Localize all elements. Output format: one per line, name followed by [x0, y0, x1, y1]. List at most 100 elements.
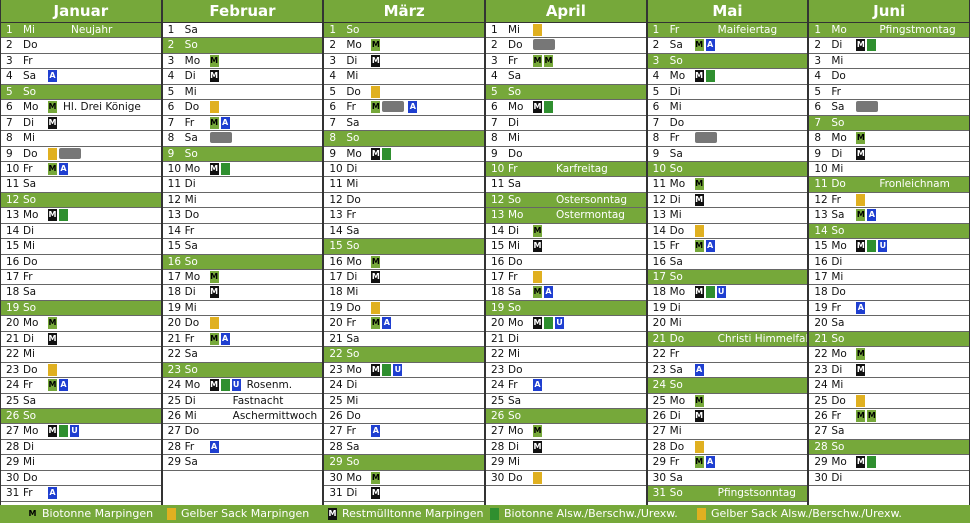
day-row[interactable]: 17 Fr — [486, 270, 646, 286]
day-row[interactable]: 6 Mi — [647, 100, 808, 116]
day-row[interactable]: 14 So — [809, 223, 969, 240]
day-row[interactable]: 2 Sa M A — [647, 38, 808, 54]
day-row[interactable]: 10 Fr M A — [1, 162, 161, 178]
day-row[interactable]: 17 So — [647, 270, 808, 286]
day-row[interactable]: 27 Mo M — [486, 424, 646, 440]
day-row[interactable]: 15 Fr M A — [647, 239, 808, 255]
day-row[interactable]: 12 Mi — [162, 193, 323, 209]
day-row[interactable]: 13 Mi — [647, 208, 808, 224]
day-row[interactable]: 16 Do — [1, 255, 161, 270]
day-row[interactable]: 24 Fr A — [486, 378, 646, 394]
day-row[interactable]: 2 Do — [1, 38, 161, 54]
day-row[interactable]: 13 Do — [162, 208, 323, 224]
day-row[interactable]: 5 Do — [324, 85, 484, 101]
day-row[interactable]: 7 So — [809, 115, 969, 132]
day-row[interactable]: 6 Mo M — [486, 100, 646, 116]
day-row[interactable]: 27 Mi — [647, 424, 808, 440]
day-row[interactable]: 15 Mo M U — [809, 239, 969, 255]
day-row[interactable]: 18 Sa — [1, 285, 161, 301]
day-row[interactable]: 18 Di M — [162, 285, 323, 301]
day-row[interactable]: 1 Sa — [162, 23, 323, 39]
day-row[interactable]: 22 Mi — [486, 347, 646, 363]
day-row[interactable]: 5 Fr — [809, 85, 969, 101]
day-row[interactable]: 31 So Pfingstsonntag — [647, 486, 808, 502]
day-row[interactable]: 8 So — [324, 131, 484, 147]
day-row[interactable]: 13 Mo Ostermontag — [486, 208, 646, 224]
day-row[interactable]: 8 Mi — [486, 131, 646, 147]
day-row[interactable]: 4 Do — [809, 69, 969, 85]
day-row[interactable]: 30 Do — [486, 471, 646, 487]
day-row[interactable]: 28 Di M — [486, 440, 646, 456]
day-row[interactable]: 26 Di M — [647, 409, 808, 425]
day-row[interactable]: 4 Sa A — [1, 69, 161, 85]
day-row[interactable]: 7 Di M — [1, 116, 161, 132]
day-row[interactable]: 21 So — [809, 331, 969, 348]
day-row[interactable]: 2 Do — [486, 38, 646, 54]
day-row[interactable]: 10 Fr Karfreitag — [486, 161, 646, 178]
day-row[interactable]: 17 Di M — [324, 270, 484, 286]
day-row[interactable]: 10 Mo M — [162, 162, 323, 178]
day-row[interactable]: 21 Fr M A — [162, 332, 323, 348]
day-row[interactable]: 30 Do — [1, 471, 161, 487]
day-row[interactable]: 24 Di — [324, 378, 484, 394]
day-row[interactable]: 27 Sa — [809, 424, 969, 440]
day-row[interactable]: 23 Di M — [809, 363, 969, 379]
day-row[interactable]: 6 Do — [162, 100, 323, 116]
day-row[interactable]: 11 Do Fronleichnam — [809, 177, 969, 193]
day-row[interactable]: 29 So — [324, 455, 484, 471]
day-row[interactable]: 16 Do — [486, 255, 646, 270]
day-row[interactable]: 6 Mo M Hl. Drei Könige — [1, 100, 161, 116]
day-row[interactable]: 2 Mo M — [324, 38, 484, 54]
day-row[interactable]: 26 So — [1, 408, 161, 425]
day-row[interactable]: 3 Mi — [809, 54, 969, 70]
day-row[interactable]: 25 Mo M — [647, 394, 808, 409]
day-row[interactable]: 10 So — [647, 161, 808, 178]
day-row[interactable]: 4 Mo M — [647, 69, 808, 85]
day-row[interactable]: 3 Fr M M — [486, 54, 646, 70]
day-row[interactable]: 19 Fr A — [809, 301, 969, 317]
day-row[interactable]: 23 Sa A — [647, 363, 808, 379]
day-row[interactable]: 28 So — [809, 439, 969, 456]
day-row[interactable]: 7 Di — [486, 116, 646, 132]
day-row[interactable]: 11 Mi — [324, 177, 484, 193]
day-row[interactable]: 8 Mo M — [809, 131, 969, 147]
day-row[interactable]: 10 Di — [324, 162, 484, 178]
day-row[interactable]: 31 Di M — [324, 486, 484, 502]
day-row[interactable]: 26 Fr M M — [809, 409, 969, 425]
day-row[interactable]: 17 Fr — [1, 270, 161, 286]
day-row[interactable]: 20 Do — [162, 316, 323, 332]
day-row[interactable]: 11 Di — [162, 177, 323, 193]
day-row[interactable]: 12 So — [1, 192, 161, 209]
day-row[interactable]: 26 Mi Aschermittwoch — [162, 409, 323, 425]
day-row[interactable]: 13 Sa M A — [809, 208, 969, 224]
day-row[interactable]: 12 Do — [324, 193, 484, 209]
day-row[interactable]: 14 Fr — [162, 224, 323, 240]
day-row[interactable]: 1 Mo Pfingstmontag — [809, 23, 969, 39]
day-row[interactable]: 22 So — [324, 347, 484, 363]
day-row[interactable]: 16 Mo M — [324, 255, 484, 270]
day-row[interactable]: 9 Sa — [647, 147, 808, 162]
day-row[interactable]: 9 Mo M — [324, 147, 484, 162]
day-row[interactable]: 3 Fr — [1, 54, 161, 70]
day-row[interactable]: 26 Do — [324, 409, 484, 425]
day-row[interactable]: 23 Mo M U — [324, 363, 484, 379]
day-row[interactable]: 6 Fr M A — [324, 100, 484, 116]
day-row[interactable]: 14 Sa — [324, 224, 484, 240]
day-row[interactable]: 15 Sa — [162, 239, 323, 255]
day-row[interactable]: 14 Di — [1, 224, 161, 240]
day-row[interactable]: 3 Mo M — [162, 54, 323, 70]
day-row[interactable]: 29 Fr M A — [647, 455, 808, 471]
day-row[interactable]: 31 Fr A — [1, 486, 161, 502]
day-row[interactable]: 25 Di Fastnacht — [162, 394, 323, 409]
day-row[interactable]: 19 Do — [324, 301, 484, 317]
day-row[interactable]: 7 Sa — [324, 116, 484, 132]
day-row[interactable]: 10 Mi — [809, 162, 969, 178]
day-row[interactable]: 18 Mi — [324, 285, 484, 301]
day-row[interactable]: 18 Sa M A — [486, 285, 646, 301]
day-row[interactable]: 28 Sa — [324, 440, 484, 456]
day-row[interactable]: 7 Do — [647, 116, 808, 132]
day-row[interactable]: 23 Do — [486, 363, 646, 379]
day-row[interactable]: 30 Mo M — [324, 471, 484, 487]
day-row[interactable]: 19 Di — [647, 301, 808, 317]
